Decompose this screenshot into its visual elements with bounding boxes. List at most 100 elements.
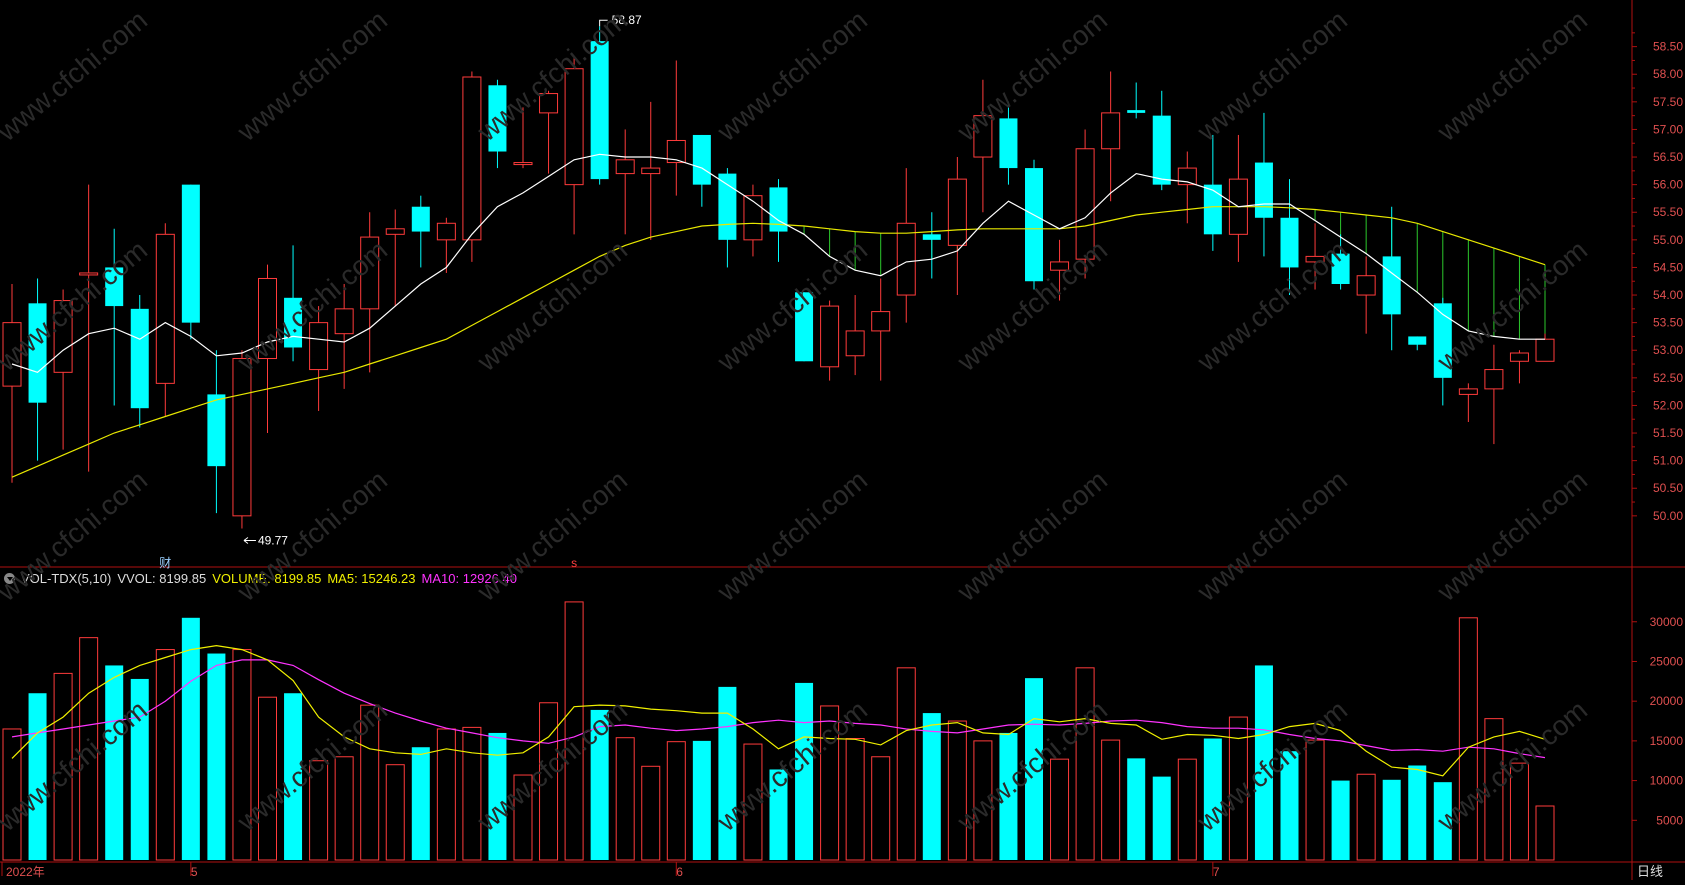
volume-bar [1408,765,1427,860]
volume-bar [258,696,277,861]
volume-bar [1152,776,1171,860]
candle-body [1535,338,1555,362]
volume-bar [871,756,891,861]
price-tick-label: 54.50 [1653,260,1683,274]
volume-bar [973,740,993,861]
volume-tick-label: 10000 [1650,774,1684,788]
volume-bar [743,743,763,861]
volume-bar [1127,758,1146,860]
volume-bar [1382,779,1401,860]
candle-body [1203,184,1222,235]
low-label: 49.77 [258,534,288,548]
volume-bar [155,649,175,861]
volume-bar [360,704,380,861]
time-tick-label: 5 [191,865,198,879]
candle-body [1509,352,1529,362]
volume-bar [539,702,559,861]
volume-ma5-line [11,644,1546,777]
candle-body [1280,217,1299,268]
volume-bar [845,738,865,861]
volume-bar [309,760,329,861]
volume-bar [1280,751,1299,860]
candle-body [1458,388,1478,395]
candle-body [207,394,226,467]
volume-bar [1075,667,1095,861]
volume-bar [207,653,226,860]
volume-bar [130,678,149,860]
volume-bar [999,732,1018,860]
price-tick-label: 55.00 [1653,233,1683,247]
high-marker [599,19,608,27]
volume-bar [436,728,456,861]
candle-body [615,159,635,175]
volume-tick-label: 20000 [1650,694,1684,708]
candle-body [1152,115,1171,185]
volume-bar [181,617,200,860]
candle-body [1356,275,1376,296]
volume-bar [411,747,430,860]
price-tick-label: 51.00 [1653,454,1683,468]
time-tick-label: 7 [1213,865,1220,879]
volume-bar [284,693,303,860]
candle-body [130,308,149,409]
candle-body [462,76,482,241]
volume-bar [1535,805,1555,861]
volume-bar [1228,716,1248,861]
candle-body [360,236,380,310]
volume-bar [1509,762,1529,861]
volume-bar [820,705,840,861]
candle-body [743,195,763,241]
candle-body [53,300,73,373]
candle-body [1382,256,1401,315]
volume-bar [769,769,788,860]
candle-body [1254,162,1273,218]
volume-bar [1254,665,1273,860]
volume-bar [105,665,124,860]
volume-tick-label: 30000 [1650,615,1684,629]
volume-bar [1050,758,1070,861]
volume-bar [947,720,967,861]
volume-bar [1305,739,1325,861]
volume-bar [896,667,916,861]
volume-bar [513,774,533,861]
candle-body [666,139,686,164]
volume-bar [922,713,941,860]
candle-body [79,272,99,276]
event-marker: 财 [159,556,171,570]
candle-body [1075,148,1095,260]
candle-body [999,118,1018,169]
candle-body [436,222,456,241]
volume-tick-label: 15000 [1650,734,1684,748]
price-tick-label: 50.50 [1653,481,1683,495]
candle-body [488,85,507,152]
volume-bar [666,741,686,861]
high-label: 58.87 [612,13,642,27]
price-tick-label: 50.00 [1653,509,1683,523]
volume-bar [28,693,47,860]
legend-ma10: MA10: 12926.40 [421,571,517,586]
volume-bar [1177,758,1197,861]
legend-volume: VOLUME: 8199.85 [212,571,322,586]
dropdown-icon[interactable] [4,573,15,584]
volume-bar [564,601,584,861]
price-tick-label: 58.00 [1653,67,1683,81]
candle-body [1408,336,1427,345]
candle-body [1305,255,1325,263]
candle-body [896,222,916,296]
volume-bar [232,649,252,861]
candle-body [1177,167,1197,186]
candle-body [1127,110,1146,113]
candle-body [513,162,533,166]
volume-bar [79,637,99,861]
price-tick-label: 51.50 [1653,426,1683,440]
candle-body [564,68,584,186]
candle-body [284,297,303,348]
price-ma-long-line [11,206,1546,478]
candle-body [539,93,559,114]
volume-bar [1203,738,1222,860]
candle-body [385,228,405,235]
price-tick-label: 53.00 [1653,343,1683,357]
